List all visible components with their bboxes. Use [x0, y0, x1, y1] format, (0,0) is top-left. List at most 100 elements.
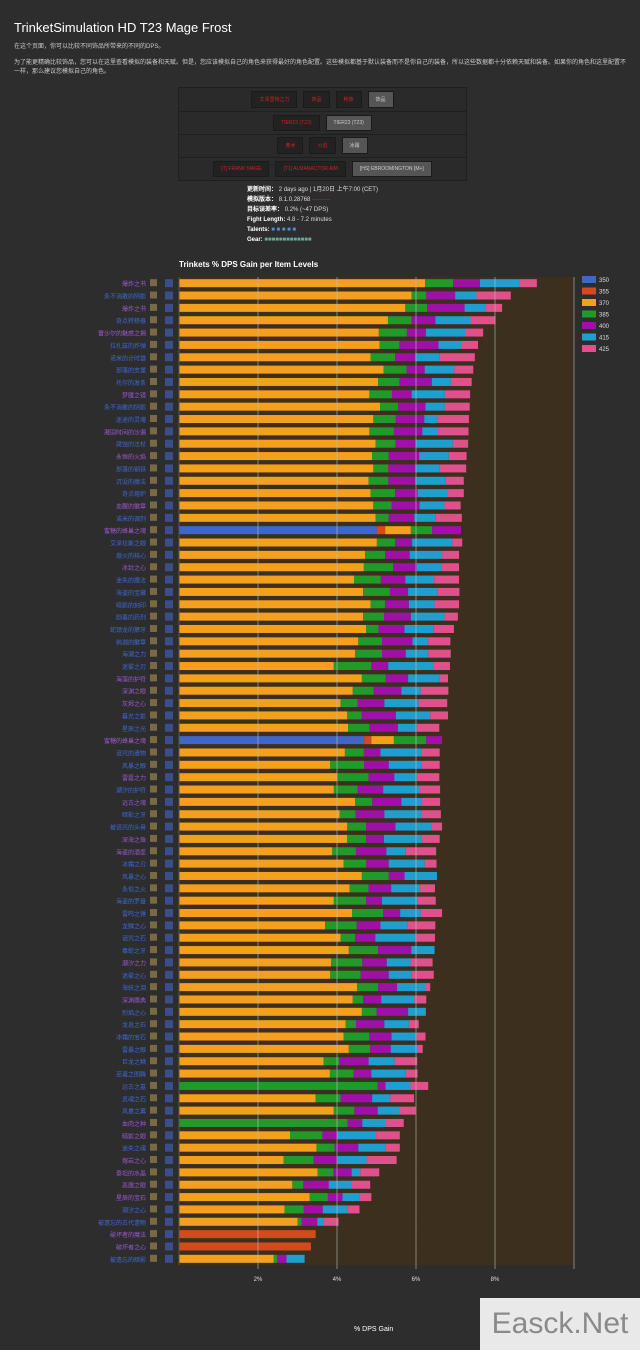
- trinket-icon: [150, 797, 157, 805]
- bar-segment-370: [179, 958, 332, 967]
- bar-segment-400: [366, 859, 389, 868]
- wowhead-icon: [165, 896, 173, 905]
- row-label: 蛇颈龙的獠牙: [110, 626, 146, 634]
- wowhead-icon: [165, 612, 173, 621]
- filter-button-active[interactable]: TIER23 (T23): [325, 114, 372, 131]
- bar-segment-425: [420, 686, 449, 695]
- filter-button[interactable]: 种族: [335, 91, 362, 108]
- wowhead-icon: [165, 637, 173, 646]
- bar-segment-425: [454, 365, 474, 374]
- trinket-icon: [150, 365, 157, 373]
- bar-segment-370: [179, 390, 370, 399]
- x-tick-label: 4%: [333, 1277, 342, 1283]
- bar-segment-425: [433, 624, 454, 633]
- bar-segment-415: [425, 402, 445, 411]
- trinket-icon: [150, 847, 157, 855]
- filter-button[interactable]: 火焰: [309, 137, 336, 154]
- bar-segment-385: [317, 1168, 334, 1177]
- bar-segment-425: [519, 279, 537, 288]
- bar-segment-415: [419, 452, 449, 461]
- bar-segment-370: [179, 402, 381, 411]
- trinket-icon: [150, 995, 157, 1003]
- wowhead-icon: [165, 513, 173, 522]
- bar-segment-425: [394, 1057, 418, 1066]
- row-label: 奇点熔炉: [122, 490, 146, 498]
- filter-button[interactable]: 奥术: [277, 137, 304, 154]
- wowhead-icon: [165, 1242, 173, 1251]
- filter-button[interactable]: TIER23 (T23): [273, 114, 320, 131]
- filter-button-active[interactable]: 冰霜: [341, 137, 368, 154]
- bar-segment-400: [391, 390, 412, 399]
- wowhead-icon: [165, 624, 173, 633]
- wowhead-icon: [165, 439, 173, 448]
- trinket-icon: [150, 1032, 157, 1040]
- filter-button[interactable]: 艾泽里特之力: [251, 91, 298, 108]
- row-label: 恶魔之眼: [122, 1182, 146, 1190]
- wowhead-icon: [165, 1032, 173, 1041]
- trinket-icon: [150, 563, 157, 571]
- bar-segment-370: [179, 1069, 330, 1078]
- trinket-icon: [150, 1081, 157, 1089]
- bar-segment-385: [333, 1106, 355, 1115]
- legend-swatch-370: [582, 299, 596, 306]
- row-label: 拉扎兹的炸弹: [110, 342, 146, 350]
- bar-segment-385: [348, 1044, 371, 1053]
- row-label: 梦魇之镜: [122, 391, 146, 399]
- wowhead-icon: [165, 1094, 173, 1103]
- bar-segment-385: [289, 1131, 323, 1140]
- legend-label: 350: [599, 278, 610, 284]
- bar-segment-370: [179, 983, 358, 992]
- bar-segment-425: [390, 1094, 415, 1103]
- filter-button-active[interactable]: [HS] EBROOMINGTON [M+]: [351, 160, 432, 177]
- filter-button[interactable]: 饰品: [303, 91, 330, 108]
- bar-segment-385: [352, 909, 384, 918]
- wowhead-icon: [165, 847, 173, 856]
- bar-segment-370: [179, 760, 331, 769]
- bar-segment-415: [411, 946, 435, 955]
- filter-button[interactable]: [T] FRANK MAGE: [213, 160, 270, 177]
- row-label: 灰烬之心: [122, 700, 146, 708]
- bar-segment-415: [386, 958, 411, 967]
- row-label: 被遗忘的暗影: [110, 1256, 146, 1264]
- wowhead-icon: [165, 316, 173, 325]
- trinket-icon: [150, 489, 157, 497]
- filter-button[interactable]: [T1] ALMANACTOR AIM: [275, 160, 346, 177]
- row-label: 奇点转移器: [116, 317, 146, 325]
- bar-segment-370: [179, 884, 350, 893]
- bar-segment-370: [179, 279, 426, 288]
- row-label: 星辰之光: [122, 725, 146, 733]
- filter-button-active[interactable]: 饰品: [367, 91, 394, 108]
- legend-swatch-400: [582, 322, 596, 329]
- filter-row-3: 奥术 火焰 冰霜: [179, 134, 466, 158]
- bar-segment-370: [179, 896, 334, 905]
- row-label: 远古之墓: [122, 1083, 146, 1091]
- trinket-icon: [150, 624, 157, 632]
- bar-segment-425: [444, 612, 458, 621]
- row-label: 冰霜的宝石: [116, 1034, 146, 1042]
- wowhead-icon: [165, 797, 173, 806]
- bar-segment-415: [464, 303, 486, 312]
- bar-segment-425: [439, 353, 475, 362]
- wowhead-icon: [165, 427, 173, 436]
- bar-segment-370: [179, 340, 380, 349]
- bar-segment-370: [179, 933, 341, 942]
- bar-segment-425: [437, 415, 469, 424]
- bar-segment-385: [344, 748, 364, 757]
- trinket-icon: [150, 550, 157, 558]
- version-label: 模拟版本：: [247, 197, 278, 203]
- bar-segment-425: [420, 909, 443, 918]
- row-label: 诺米的调剂: [116, 515, 146, 523]
- row-label: 迷雾之刃: [122, 663, 146, 671]
- row-label: 部落的钢铁: [116, 465, 146, 473]
- bar-segment-400: [395, 439, 416, 448]
- bar-segment-415: [422, 427, 439, 436]
- row-label: 暗影的刻印: [116, 601, 146, 609]
- bar-segment-385: [425, 279, 454, 288]
- bar-segment-370: [179, 946, 349, 955]
- wowhead-icon: [165, 686, 173, 695]
- bar-segment-370: [179, 1044, 349, 1053]
- row-label: 迷失的魔法: [116, 577, 146, 585]
- bar-segment-370: [179, 723, 349, 732]
- bar-segment-415: [408, 600, 435, 609]
